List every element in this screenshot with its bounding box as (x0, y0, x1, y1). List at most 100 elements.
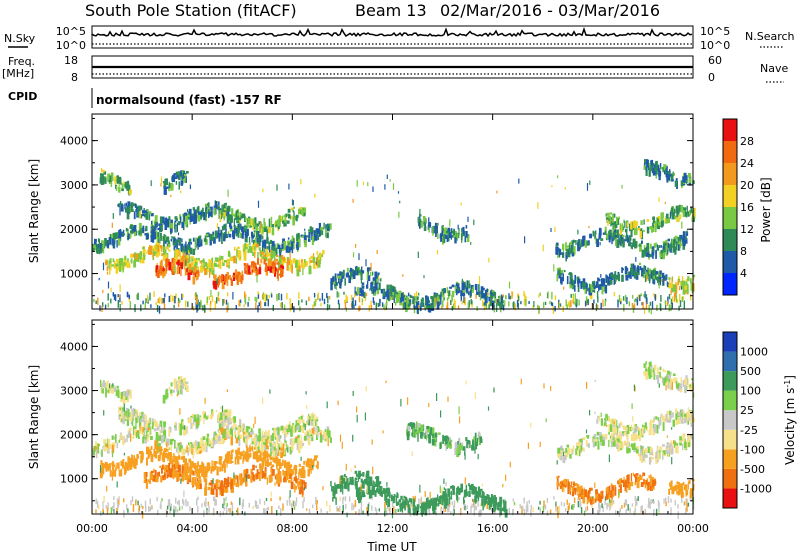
echo-cell (182, 213, 186, 217)
echo-cell (376, 476, 380, 485)
echo-cell (255, 473, 258, 480)
echo-cell (283, 214, 286, 218)
echo-cell (665, 168, 667, 174)
echo-cell (479, 294, 482, 301)
echo-cell (295, 502, 297, 507)
echo-cell (337, 299, 340, 305)
echo-cell (300, 416, 303, 420)
echo-cell (130, 258, 133, 264)
echo-cell (256, 223, 260, 227)
echo-cell (187, 214, 190, 218)
echo-cell (308, 266, 312, 274)
echo-cell (144, 420, 147, 428)
echo-cell (224, 410, 228, 413)
colorbar-swatch (723, 141, 737, 163)
echo-cell (681, 496, 683, 503)
echo-cell (220, 420, 223, 424)
echo-cell (142, 436, 145, 444)
echo-cell (253, 436, 257, 444)
echo-cell (177, 472, 180, 475)
echo-cell (532, 305, 534, 309)
echo-cell (122, 459, 125, 462)
echo-cell (106, 438, 109, 445)
echo-cell (530, 508, 532, 517)
echo-cell (448, 504, 450, 513)
echo-cell (397, 191, 400, 194)
echo-cell (224, 419, 226, 423)
echo-cell (455, 288, 458, 296)
echo-cell (685, 498, 687, 505)
echo-cell (97, 448, 100, 454)
echo-cell (143, 255, 146, 260)
echo-cell (352, 252, 355, 258)
echo-cell (135, 206, 139, 212)
echo-cell (416, 301, 418, 308)
echo-cell (330, 281, 333, 291)
echo-cell (651, 226, 654, 233)
echo-cell (293, 441, 296, 445)
echo-cell (307, 415, 309, 420)
echo-cell (395, 495, 398, 503)
echo-cell (658, 282, 660, 289)
echo-cell (202, 411, 206, 414)
echo-cell (342, 497, 344, 505)
echo-cell (314, 430, 317, 435)
echo-cell (133, 455, 135, 462)
echo-cell (600, 238, 604, 241)
echo-cell (339, 505, 341, 512)
echo-cell (172, 472, 175, 480)
echo-cell (177, 464, 181, 472)
echo-cell (264, 508, 266, 515)
echo-cell (151, 418, 154, 426)
echo-cell (209, 414, 212, 419)
echo-cell (655, 271, 659, 275)
nsky-bottom-tick: 10^0 (56, 39, 86, 52)
echo-cell (97, 297, 99, 305)
echo-cell (524, 293, 526, 301)
echo-cell (572, 279, 574, 283)
echo-cell (133, 229, 137, 234)
echo-cell (115, 467, 117, 471)
echo-cell (351, 480, 354, 486)
echo-cell (163, 448, 167, 453)
echo-cell (269, 456, 273, 461)
echo-cell (227, 189, 229, 197)
echo-cell (320, 302, 322, 307)
echo-cell (224, 458, 227, 463)
echo-cell (352, 271, 356, 278)
echo-cell (656, 244, 658, 251)
echo-cell (304, 240, 307, 248)
echo-cell (138, 205, 142, 211)
echo-cell (662, 241, 666, 244)
echo-cell (628, 243, 631, 247)
echo-cell (178, 171, 181, 181)
echo-cell (181, 243, 184, 248)
echo-cell (111, 234, 113, 240)
echo-cell (661, 279, 663, 282)
echo-cell (465, 287, 469, 293)
echo-cell (132, 435, 135, 440)
echo-cell (205, 497, 207, 504)
echo-cell (197, 244, 199, 250)
echo-cell (268, 295, 270, 299)
echo-cell (263, 456, 265, 463)
echo-cell (162, 430, 165, 438)
echo-cell (145, 225, 148, 231)
echo-cell (300, 470, 303, 478)
echo-cell (267, 458, 269, 467)
echo-cell (171, 236, 173, 239)
echo-cell (291, 503, 293, 511)
echo-cell (404, 298, 407, 301)
echo-cell (164, 441, 167, 445)
echo-cell (537, 304, 539, 310)
echo-cell (358, 253, 360, 261)
echo-cell (131, 409, 135, 412)
echo-cell (219, 255, 221, 260)
echo-cell (565, 508, 567, 512)
echo-cell (469, 283, 471, 289)
echo-cell (509, 295, 512, 300)
echo-cell (278, 273, 281, 276)
echo-cell (593, 299, 595, 304)
echo-cell (194, 293, 196, 296)
echo-cell (619, 508, 621, 513)
